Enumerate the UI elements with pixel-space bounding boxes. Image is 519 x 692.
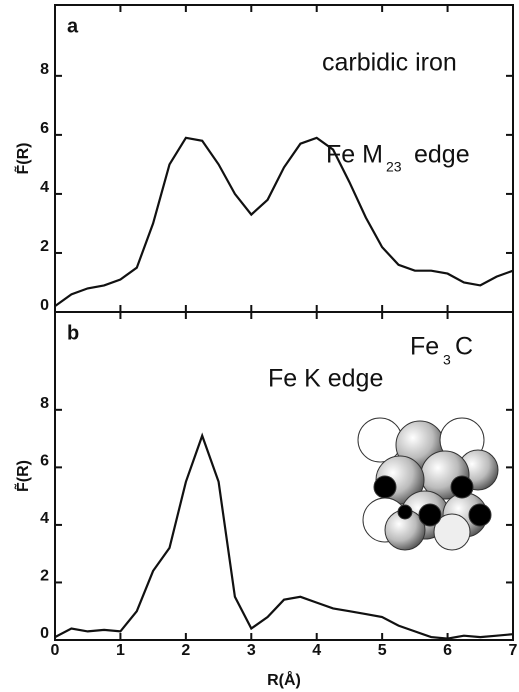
y-tick-label: 2: [40, 568, 49, 585]
annotation: C: [455, 333, 473, 361]
x-tick-label: 1: [116, 642, 125, 659]
panel-label: a: [67, 15, 79, 37]
crystal-inset: [357, 417, 499, 551]
y-tick-label: 2: [40, 238, 49, 255]
y-tick-label: 6: [40, 120, 49, 137]
y-axis-label: F̃(R): [12, 460, 32, 492]
x-tick-label: 3: [247, 642, 256, 659]
x-tick-label: 4: [312, 642, 321, 659]
y-tick-label: 0: [40, 625, 49, 642]
y-tick-label: 6: [40, 453, 49, 470]
x-tick-label: 6: [443, 642, 452, 659]
x-tick-label: 0: [51, 642, 60, 659]
annotation: Fe M: [326, 141, 383, 169]
y-tick-label: 4: [40, 179, 49, 196]
y-tick-label: 8: [40, 61, 49, 78]
panel-label: b: [67, 322, 79, 344]
x-tick-label: 5: [378, 642, 387, 659]
x-tick-label: 7: [509, 642, 518, 659]
annotation: Fe: [410, 333, 439, 361]
annotation: 3: [443, 352, 451, 368]
y-tick-label: 8: [40, 395, 49, 412]
data-line: [54, 136, 514, 307]
y-axis-label: F̃(R): [12, 143, 32, 175]
annotation: carbidic iron: [322, 49, 457, 77]
x-axis-label: R(Å): [267, 670, 301, 689]
annotation: Fe K edge: [268, 365, 383, 393]
y-tick-label: 4: [40, 510, 49, 527]
frame: [54, 311, 514, 641]
y-tick-label: 0: [40, 297, 49, 314]
data-line: [54, 432, 514, 640]
annotation: 23: [386, 159, 402, 175]
annotation: edge: [414, 141, 470, 169]
x-tick-label: 2: [181, 642, 190, 659]
